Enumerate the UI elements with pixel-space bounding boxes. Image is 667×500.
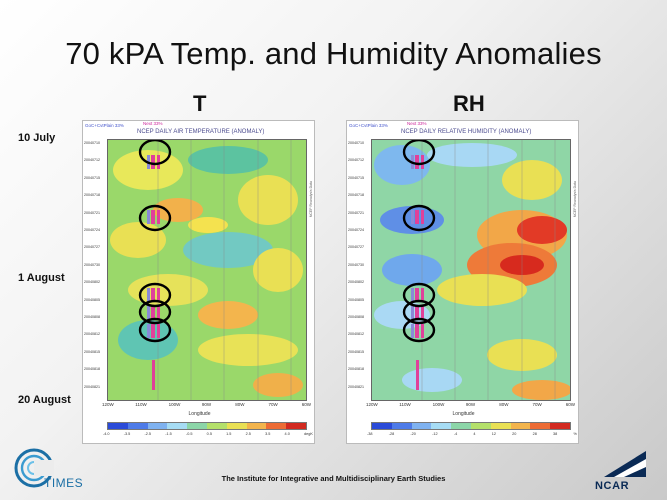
figure-side-note: NCEP Reanalysis Data [309, 181, 313, 218]
colorbar-tick-label: -1.5 [165, 432, 172, 436]
date-tick-label: 20040821 [348, 384, 364, 389]
colorbar-tick-label: -0.5 [185, 432, 193, 436]
temperature-plot-area [107, 139, 307, 401]
date-tick-label: 20040730 [84, 262, 100, 267]
institute-footer: The Institute for Integrative and Multid… [221, 474, 446, 483]
date-tick-label: 20040802 [348, 280, 364, 285]
colorbar-tick-label: -20 [410, 432, 416, 436]
longitude-tick-label: 90W [465, 402, 476, 407]
figure-caption: NCEP DAILY AIR TEMPERATURE (ANOMALY) [137, 129, 265, 135]
slide-title: 70 kPA Temp. and Humidity Anomalies [65, 36, 602, 71]
colorbar-tick-label: -38 [367, 432, 373, 436]
figure-side-note: NCEP Reanalysis Data [573, 181, 577, 218]
date-tick-label: 20040815 [84, 349, 100, 354]
ncar-logo-text: NCAR [595, 480, 630, 492]
date-label-august-1: 1 August [18, 272, 65, 284]
colorbar-unit: degK [304, 432, 313, 436]
date-tick-label: 20040815 [348, 349, 364, 354]
date-tick-label: 20040724 [84, 228, 100, 232]
colorbar-unit: % [573, 432, 577, 436]
temperature-colorbar-ticks: -4.0 -3.5 -2.5 -1.5 -0.5 0.5 1.5 2.5 3.5 4.0 degK [103, 432, 313, 436]
colorbar-tick-label: -28 [388, 432, 395, 436]
date-tick-label: 20040821 [84, 384, 100, 389]
colorbar-tick-label: 12 [491, 432, 496, 436]
colorbar-tick-label: -4 [453, 432, 458, 436]
date-tick-label: 20040808 [84, 315, 100, 319]
date-label-august-20: 20 August [18, 394, 71, 406]
date-tick-label: 20040818 [348, 367, 364, 372]
date-tick-label: 20040715 [348, 175, 364, 180]
date-tick-label: 20040727 [84, 245, 100, 250]
colorbar-tick-label: 0.5 [206, 432, 212, 436]
date-tick-label: 20040710 [348, 141, 364, 145]
figure-caption: NCEP DAILY RELATIVE HUMIDITY (ANOMALY) [401, 129, 532, 135]
longitude-tick-label: 60W [565, 402, 576, 407]
colorbar-tick-label: -2.5 [144, 432, 152, 436]
date-tick-label: 20040812 [84, 332, 100, 337]
panel-heading-humidity: RH [453, 91, 485, 116]
longitude-tick-label: 80W [235, 402, 245, 407]
longitude-axis-label: Longitude [188, 411, 211, 417]
humidity-colorbar [371, 422, 571, 430]
times-logo-icon [14, 448, 54, 488]
humidity-field [372, 140, 570, 400]
humidity-colorbar-ticks: -38 -28 -20 -12 -4 4 12 20 28 38% [367, 432, 577, 436]
date-tick-label: 20040721 [84, 210, 100, 215]
date-tick-label: 20040718 [348, 193, 364, 198]
date-tick-label: 20040715 [84, 175, 100, 180]
colorbar-tick-label: -4.0 [103, 432, 110, 436]
colorbar-tick-label: 2.5 [245, 432, 251, 436]
date-tick-label: 20040808 [348, 315, 364, 319]
colorbar-tick-label: 4 [473, 432, 476, 436]
longitude-tick-label: 100W [168, 402, 181, 407]
longitude-tick-label: 120W [366, 402, 378, 407]
longitude-tick-label: 60W [301, 402, 312, 407]
date-tick-label: 20040712 [84, 158, 100, 163]
longitude-tick-label: 80W [499, 402, 509, 407]
colorbar-tick-label: -12 [432, 432, 438, 436]
humidity-plot-area [371, 139, 571, 401]
date-tick-label: 20040805 [84, 297, 100, 302]
date-tick-label: 20040730 [348, 262, 364, 267]
figure-legend-pink: Next 33% [407, 121, 427, 126]
date-tick-label: 20040802 [84, 280, 100, 285]
longitude-tick-label: 100W [432, 402, 445, 407]
temperature-hovmoller-figure: GoC+CvtPlain 33% Next 33% NCEP DAILY AIR… [82, 120, 315, 444]
colorbar-tick-label: 20 [512, 432, 517, 436]
date-label-july: 10 July [18, 132, 56, 144]
longitude-axis-label: Longitude [452, 411, 475, 417]
times-logo-text: TIMES [44, 476, 84, 490]
colorbar-tick-label: 4.0 [284, 432, 290, 436]
date-tick-label: 20040718 [84, 193, 100, 198]
colorbar-tick-label: -3.5 [123, 432, 131, 436]
humidity-hovmoller-figure: GoC+CvtPlain 33% Next 33% NCEP DAILY REL… [346, 120, 579, 444]
date-tick-label: 20040805 [348, 297, 364, 302]
temperature-field [108, 140, 306, 400]
longitude-tick-label: 110W [135, 402, 147, 407]
longitude-tick-label: 110W [399, 402, 411, 407]
colorbar-tick-label: 28 [532, 432, 537, 436]
longitude-tick-label: 90W [201, 402, 212, 407]
date-tick-label: 20040710 [84, 141, 100, 145]
figure-legend-pink: Next 33% [143, 121, 163, 126]
date-tick-label: 20040721 [348, 210, 364, 215]
figure-legend-left: GoC+CvtPlain 33% [85, 123, 124, 128]
longitude-tick-label: 70W [268, 402, 278, 407]
figure-legend-left: GoC+CvtPlain 33% [349, 123, 388, 128]
colorbar-tick-label: 1.5 [226, 432, 232, 436]
date-tick-label: 20040727 [348, 245, 364, 250]
date-tick-label: 20040812 [348, 332, 364, 337]
longitude-tick-label: 70W [532, 402, 542, 407]
longitude-tick-label: 120W [102, 402, 114, 407]
panel-heading-temperature: T [193, 91, 207, 116]
date-tick-label: 20040724 [348, 228, 364, 232]
ncar-logo-icon [604, 451, 646, 477]
date-tick-label: 20040712 [348, 158, 364, 163]
temperature-colorbar [107, 422, 307, 430]
date-tick-label: 20040818 [84, 367, 100, 372]
colorbar-tick-label: 38 [553, 432, 558, 436]
colorbar-tick-label: 3.5 [265, 432, 271, 436]
